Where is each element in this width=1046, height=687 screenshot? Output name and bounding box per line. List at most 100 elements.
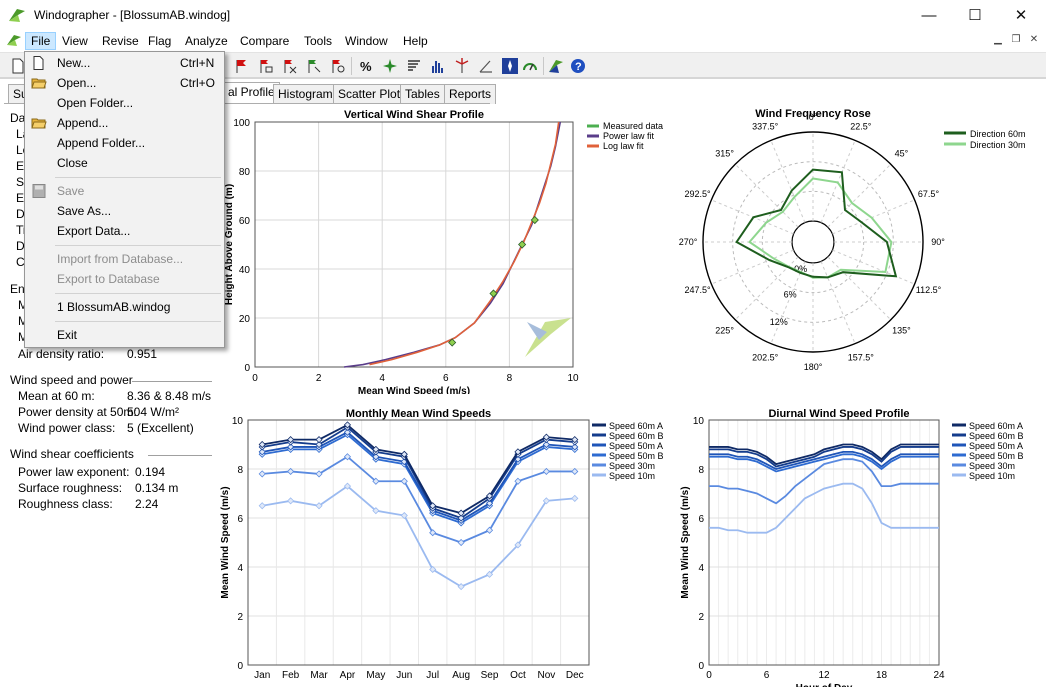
x-tick-label: Dec xyxy=(566,670,584,681)
series-line xyxy=(262,455,575,544)
measured-data-point xyxy=(530,215,539,225)
menu-revise[interactable]: Revise xyxy=(102,34,139,48)
turbine-icon[interactable] xyxy=(452,56,472,76)
x-tick-label: 18 xyxy=(876,670,888,681)
menu-analyze[interactable]: Analyze xyxy=(185,34,228,48)
menu-flag[interactable]: Flag xyxy=(148,34,172,48)
windographer-logo-icon[interactable] xyxy=(546,56,566,76)
data-point xyxy=(372,477,380,485)
menu-item-exit[interactable]: Exit xyxy=(57,328,78,342)
power-density-value: 504 W/m² xyxy=(127,405,180,419)
toolbar-separator xyxy=(351,57,352,75)
close-button[interactable]: ✕ xyxy=(1014,7,1028,24)
menu-item-export-data[interactable]: Export Data... xyxy=(57,224,131,238)
angle-icon[interactable] xyxy=(476,56,496,76)
flag-icon[interactable] xyxy=(232,56,252,76)
direction-label: 157.5° xyxy=(848,352,875,362)
menu-bar: File View Revise Flag Analyze Compare To… xyxy=(0,30,1046,51)
flag-sort-icon[interactable] xyxy=(304,56,324,76)
help-icon[interactable]: ? xyxy=(568,56,588,76)
wind-rose-icon[interactable] xyxy=(380,56,400,76)
summary-label: D xyxy=(16,207,25,221)
section-divider xyxy=(132,381,212,382)
title-bar: Windographer - [BlossumAB.windog] — ☐ ✕ xyxy=(0,0,1046,30)
menu-tools[interactable]: Tools xyxy=(304,34,333,48)
summary-label: Da xyxy=(10,111,26,125)
data-point xyxy=(514,477,522,485)
tab-vertical-profile[interactable]: al Profile xyxy=(223,82,280,104)
menu-item-append[interactable]: Append... xyxy=(25,113,224,133)
data-point xyxy=(542,440,550,449)
menu-item-append-folder[interactable]: Append Folder... xyxy=(57,136,146,150)
y-tick-label: 4 xyxy=(237,563,243,574)
x-tick-label: Mar xyxy=(310,670,328,681)
document-window-icon[interactable] xyxy=(6,33,22,47)
profile-icon[interactable] xyxy=(404,56,424,76)
rose-inner-ring xyxy=(791,220,835,264)
flag-segment-icon[interactable] xyxy=(256,56,276,76)
mdi-minimize-icon[interactable]: ▁ xyxy=(994,34,1002,45)
y-axis-label: Mean Wind Speed (m/s) xyxy=(680,486,691,598)
y-tick-label: 60 xyxy=(239,216,251,227)
data-point xyxy=(258,448,266,456)
legend-label: Speed 50m A xyxy=(969,441,1023,451)
chart-title: Monthly Mean Wind Speeds xyxy=(346,408,491,420)
roughness-class-value: 2.24 xyxy=(135,497,159,511)
legend-label: Speed 50m B xyxy=(969,451,1024,461)
minimize-button[interactable]: — xyxy=(921,6,937,24)
menu-item-open-folder[interactable]: Open Folder... xyxy=(57,96,134,110)
mdi-close-icon[interactable]: ✕ xyxy=(1029,34,1039,45)
menu-item-new[interactable]: New... Ctrl+N xyxy=(25,53,224,73)
direction-label: 337.5° xyxy=(752,122,779,132)
legend-label: Speed 50m A xyxy=(609,441,663,451)
menu-view[interactable]: View xyxy=(62,34,88,48)
mdi-restore-icon[interactable]: ❐ xyxy=(1011,34,1021,45)
tab-scatter-plot[interactable]: Scatter Plot xyxy=(333,84,406,104)
summary-label: Ti xyxy=(16,223,26,237)
percent-icon[interactable]: % xyxy=(356,56,376,76)
tab-tables[interactable]: Tables xyxy=(400,84,445,104)
flag-search-icon[interactable] xyxy=(328,56,348,76)
legend-label: Speed 30m xyxy=(969,461,1015,471)
data-point xyxy=(343,421,352,429)
legend-label: Direction 60m xyxy=(970,129,1026,139)
series-line xyxy=(709,482,939,534)
speedometer-icon[interactable] xyxy=(520,56,540,76)
data-point xyxy=(400,511,408,520)
histogram-icon[interactable] xyxy=(428,56,448,76)
flag-filter-icon[interactable] xyxy=(280,56,300,76)
summary-label: M xyxy=(18,314,28,328)
tab-reports[interactable]: Reports xyxy=(444,84,497,104)
menu-help[interactable]: Help xyxy=(403,34,428,48)
menu-item-close[interactable]: Close xyxy=(57,156,88,170)
menu-file[interactable]: File xyxy=(25,32,57,50)
wind-grid-icon[interactable] xyxy=(500,56,520,76)
menu-item-save[interactable]: Save xyxy=(25,181,224,201)
data-point xyxy=(485,492,494,500)
direction-label: 90° xyxy=(931,237,945,247)
menu-item-import-database[interactable]: Import from Database... xyxy=(57,252,184,266)
menu-compare[interactable]: Compare xyxy=(240,34,290,48)
data-point xyxy=(514,448,522,456)
legend-label: Speed 60m B xyxy=(609,431,664,441)
ring-label: 0% xyxy=(794,264,807,274)
power-class-value: 5 (Excellent) xyxy=(127,421,194,435)
data-point xyxy=(542,467,550,476)
plot-frame xyxy=(254,121,574,368)
maximize-button[interactable]: ☐ xyxy=(968,7,982,24)
data-point xyxy=(315,440,323,449)
data-point xyxy=(258,470,266,478)
tab-histogram[interactable]: Histogram xyxy=(273,84,338,104)
menu-item-recent-file[interactable]: 1 BlossumAB.windog xyxy=(57,300,171,314)
data-point xyxy=(514,541,522,549)
rose-spoke xyxy=(827,163,892,228)
direction-label: 67.5° xyxy=(918,189,940,199)
data-point xyxy=(400,450,408,458)
menu-item-open[interactable]: Open... Ctrl+O xyxy=(25,73,224,93)
menu-window[interactable]: Window xyxy=(345,34,388,48)
chart-title: Wind Frequency Rose xyxy=(755,108,870,120)
menu-item-export-database[interactable]: Export to Database xyxy=(57,272,160,286)
menu-item-save-as[interactable]: Save As... xyxy=(57,204,112,218)
new-file-icon[interactable] xyxy=(8,56,28,76)
data-point xyxy=(429,565,437,574)
